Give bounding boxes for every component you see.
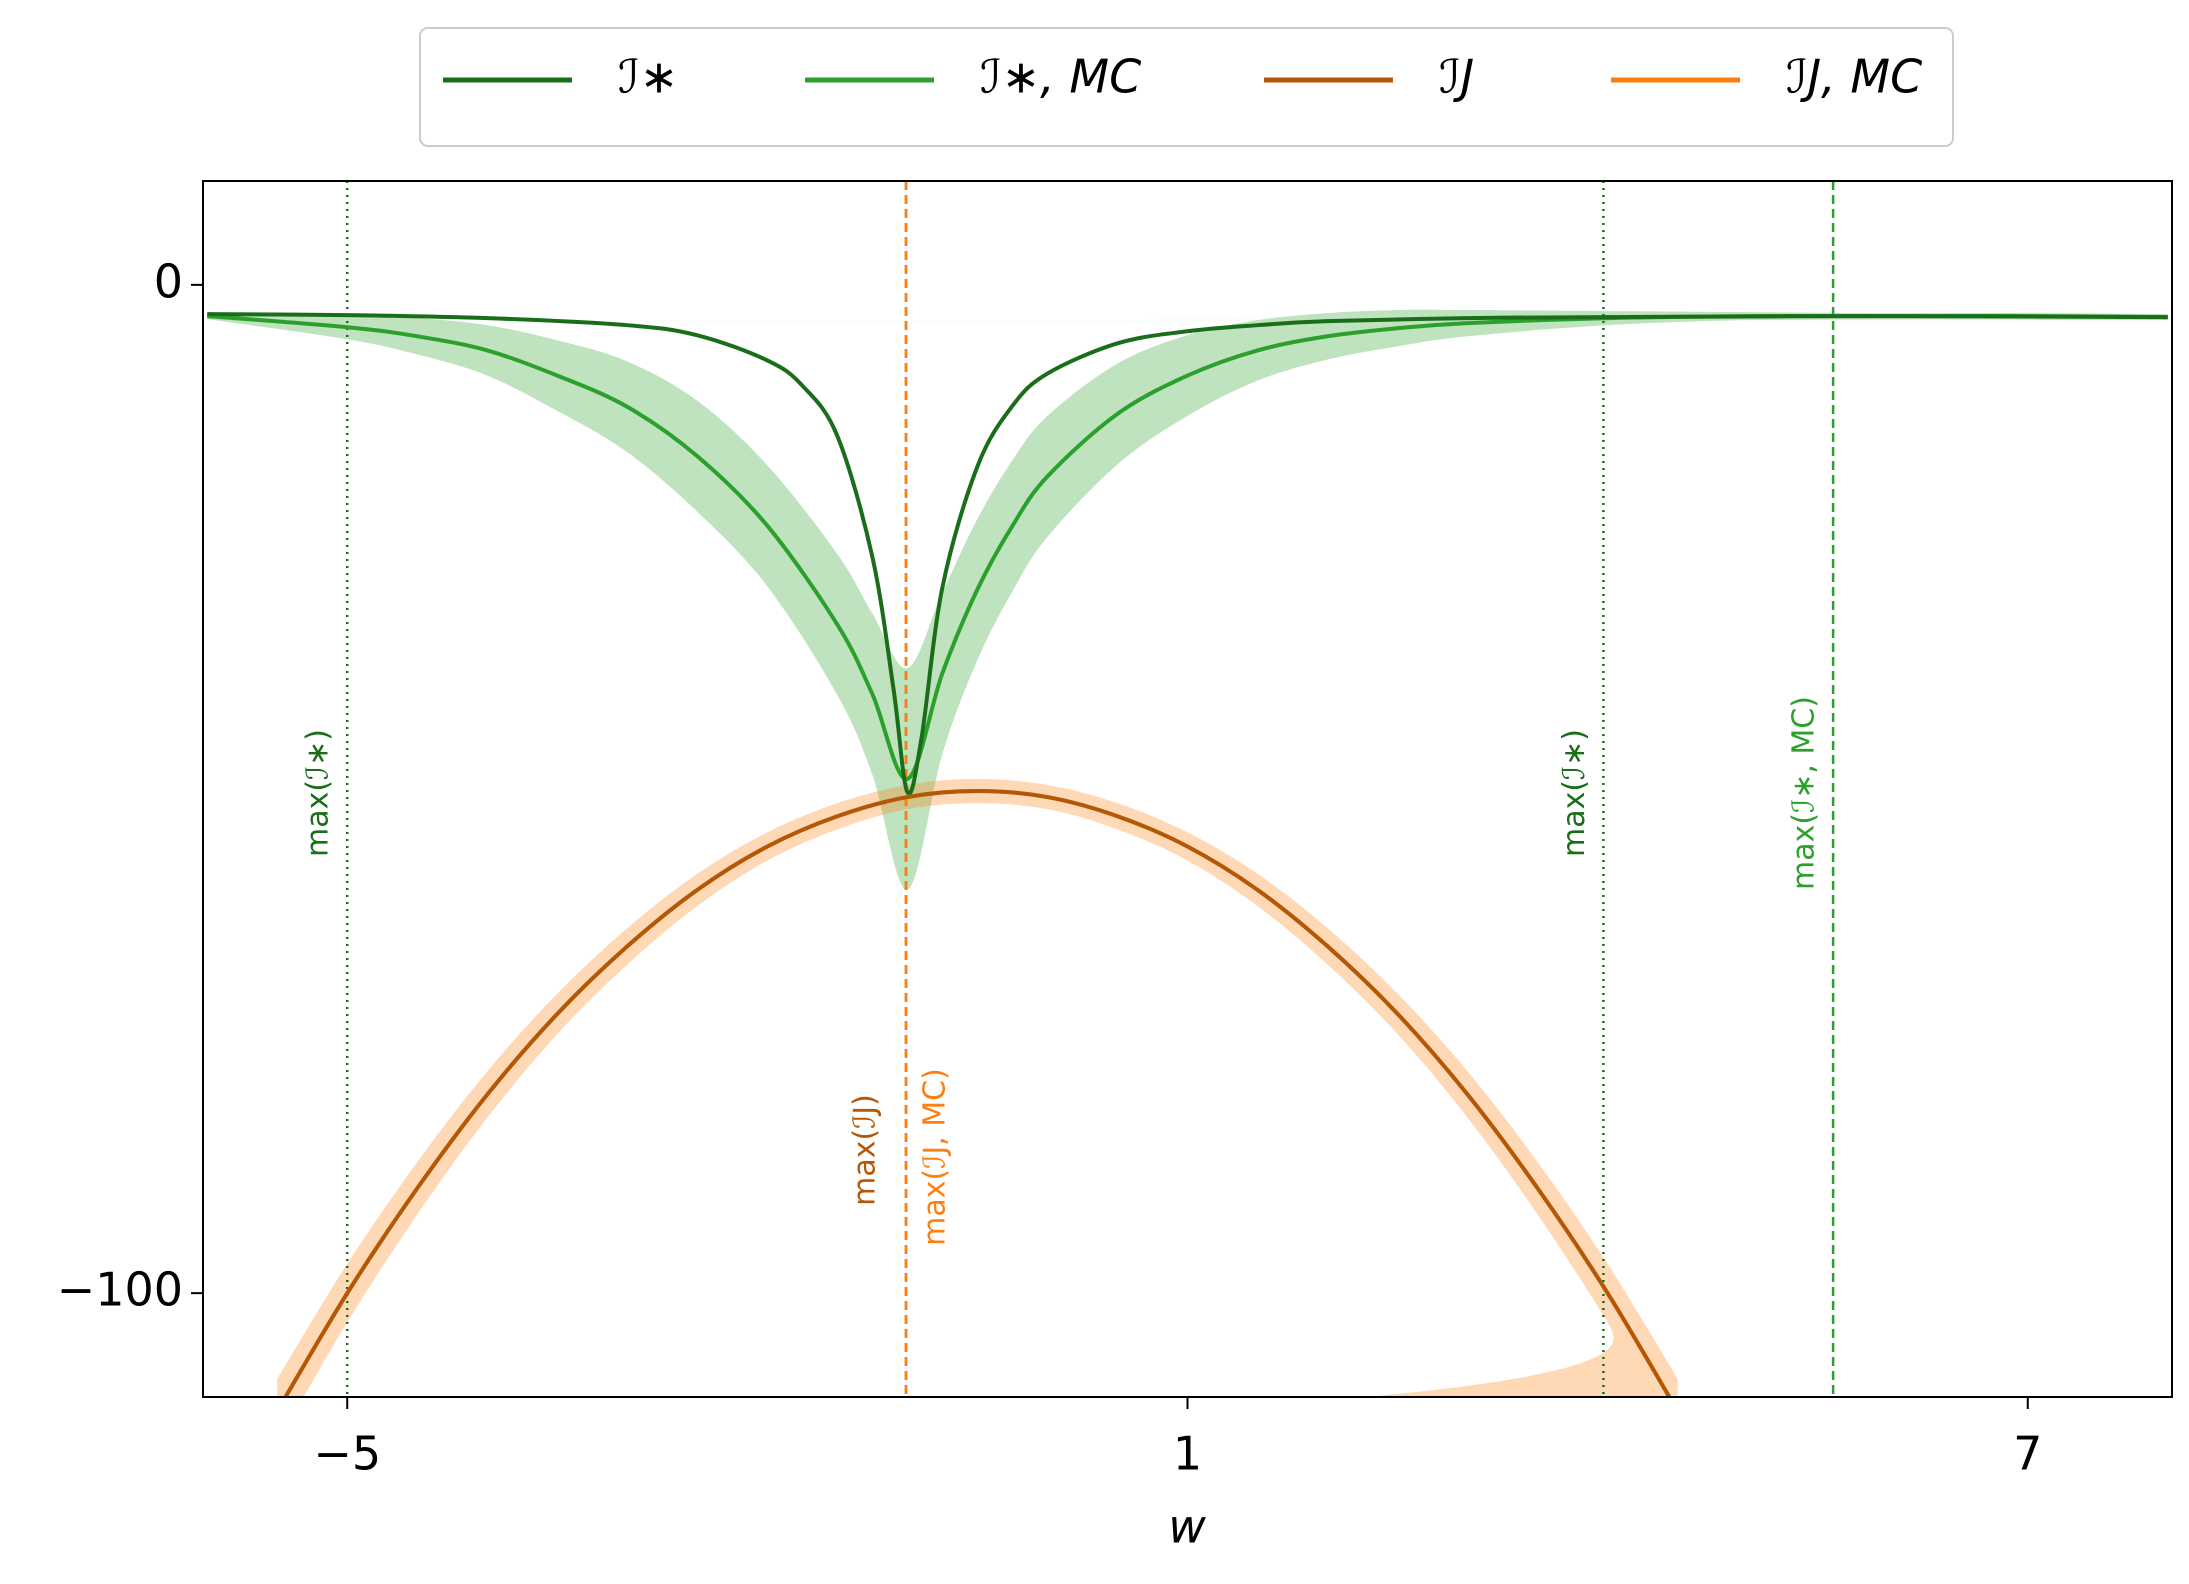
legend-label: ℐ∗, MC (980, 50, 1141, 104)
x-axis-label: w (1168, 1500, 1206, 1554)
plot-frame (202, 180, 2173, 1398)
reference-label: max(ℐ∗) (1557, 729, 1592, 857)
y-tick-label: −100 (57, 1263, 183, 1317)
reference-label: max(ℐ∗) (301, 729, 336, 857)
x-tick-label: −5 (313, 1427, 381, 1481)
x-tick-label: 1 (1173, 1427, 1202, 1481)
plot-area (203, 181, 2168, 1397)
legend-box (419, 27, 1954, 147)
legend-label: ℐJ, MC (1786, 50, 1922, 104)
legend-label: ℐ∗ (618, 50, 678, 104)
x-tick-label: 7 (2013, 1427, 2042, 1481)
uncertainty-band (277, 778, 1678, 1397)
series-line (283, 789, 1672, 1397)
reference-label: max(ℐJ, MC) (918, 1068, 953, 1246)
y-tick-label: 0 (154, 254, 183, 308)
reference-label: max(ℐJ) (848, 1094, 883, 1206)
reference-label: max(ℐ∗, MC) (1787, 696, 1822, 890)
series-line (207, 312, 2168, 796)
legend-label: ℐJ (1439, 50, 1474, 104)
